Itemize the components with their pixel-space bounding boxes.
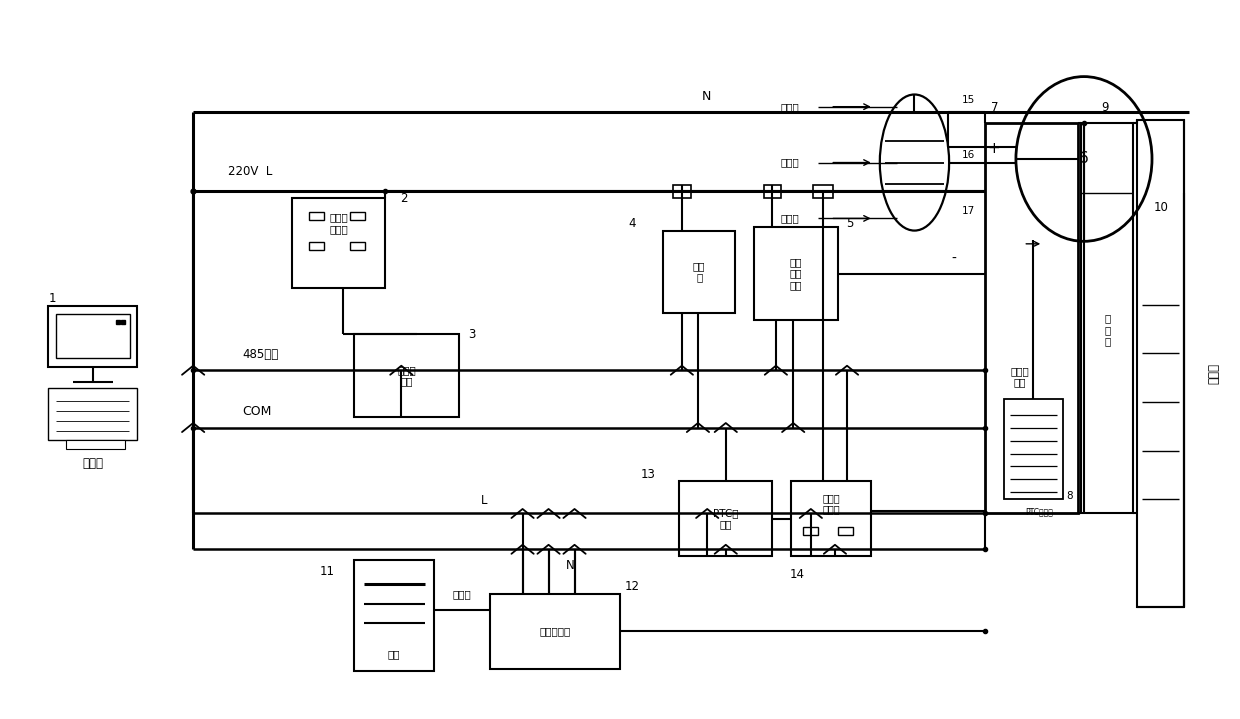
Text: 220V  L: 220V L xyxy=(228,165,272,178)
Text: 光固态
继电器: 光固态 继电器 xyxy=(329,213,348,234)
Text: PTC控
制器: PTC控 制器 xyxy=(713,508,739,530)
Bar xyxy=(673,185,691,198)
Bar xyxy=(804,527,818,536)
Text: 产热控
制器: 产热控 制器 xyxy=(397,365,415,386)
Text: 上位机: 上位机 xyxy=(82,457,103,470)
Text: 温度
采集
模块: 温度 采集 模块 xyxy=(790,257,802,290)
Text: 光固态
继电器: 光固态 继电器 xyxy=(822,493,839,515)
Text: 精密蠕动泵: 精密蠕动泵 xyxy=(539,626,570,636)
Bar xyxy=(1003,399,1063,499)
Text: 11: 11 xyxy=(319,564,335,577)
Text: PTC加热片: PTC加热片 xyxy=(1025,508,1053,516)
Text: 7: 7 xyxy=(991,101,998,114)
Bar xyxy=(490,594,620,669)
Text: 硅胶层: 硅胶层 xyxy=(781,214,800,224)
Text: 12: 12 xyxy=(625,580,640,593)
Bar xyxy=(293,198,384,288)
Bar xyxy=(680,481,773,557)
Text: 13: 13 xyxy=(641,467,656,480)
Text: 485通讯: 485通讯 xyxy=(243,348,279,361)
Text: 8: 8 xyxy=(1066,490,1073,500)
Bar xyxy=(985,123,1078,513)
Text: 10: 10 xyxy=(1153,201,1168,214)
Text: 1: 1 xyxy=(48,292,56,305)
Text: +: + xyxy=(987,141,999,156)
Text: 补水管: 补水管 xyxy=(1208,363,1220,385)
Text: 15: 15 xyxy=(961,94,975,104)
Text: 6: 6 xyxy=(1079,152,1089,167)
Text: 补水管: 补水管 xyxy=(453,590,471,599)
Bar xyxy=(353,560,434,671)
FancyArrowPatch shape xyxy=(1027,242,1039,246)
Bar xyxy=(66,440,125,449)
Text: 14: 14 xyxy=(790,568,805,581)
Text: 绝热封
闭箱: 绝热封 闭箱 xyxy=(1011,366,1029,388)
Text: 2: 2 xyxy=(399,192,407,205)
Bar xyxy=(48,388,138,440)
Bar xyxy=(56,313,130,358)
Text: 硅胶层: 硅胶层 xyxy=(781,101,800,111)
Text: 5: 5 xyxy=(847,217,854,230)
Text: L: L xyxy=(481,494,487,507)
Text: -: - xyxy=(951,252,956,266)
Text: 加热层: 加热层 xyxy=(781,157,800,168)
Bar xyxy=(813,185,833,198)
Bar xyxy=(1137,119,1184,607)
Text: 4: 4 xyxy=(629,217,636,230)
Text: N: N xyxy=(702,90,712,103)
Text: 9: 9 xyxy=(1101,101,1109,114)
Bar xyxy=(350,211,365,220)
Text: 16: 16 xyxy=(961,150,975,160)
Bar xyxy=(353,334,459,417)
Bar xyxy=(1081,123,1133,513)
Bar xyxy=(791,481,872,557)
Text: 水箱: 水箱 xyxy=(388,649,401,659)
Bar xyxy=(764,185,781,198)
Text: 换
气
扇: 换 气 扇 xyxy=(1105,313,1111,347)
Text: 3: 3 xyxy=(467,328,475,341)
Bar xyxy=(754,227,838,320)
Text: 17: 17 xyxy=(961,206,975,216)
Text: COM: COM xyxy=(243,406,272,418)
Bar xyxy=(310,242,325,250)
Text: N: N xyxy=(567,559,575,572)
Bar xyxy=(310,211,325,220)
Bar xyxy=(350,242,365,250)
Bar xyxy=(48,306,138,367)
Bar xyxy=(838,527,853,536)
Text: 电能
表: 电能 表 xyxy=(693,261,706,283)
Bar xyxy=(663,231,735,313)
